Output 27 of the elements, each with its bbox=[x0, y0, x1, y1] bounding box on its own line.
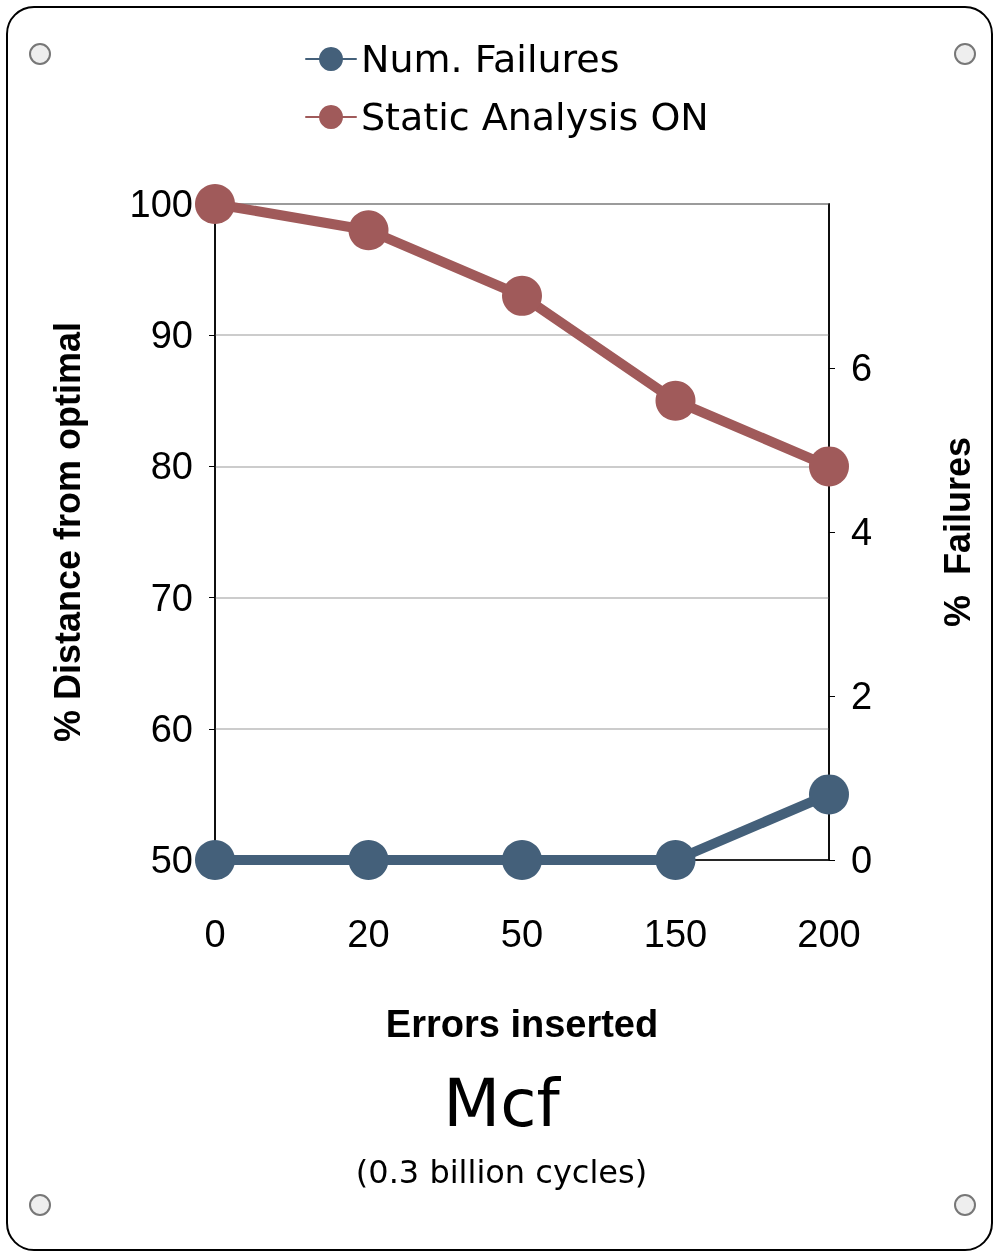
y-axis-title: % Distance from optimal bbox=[46, 321, 88, 743]
point bbox=[809, 446, 849, 487]
point bbox=[502, 275, 542, 316]
legend-label: Num. Failures bbox=[361, 37, 620, 81]
x-tick-label: 150 bbox=[643, 913, 708, 955]
text: Mcf bbox=[443, 1064, 562, 1142]
x-tick-label: 0 bbox=[204, 913, 226, 955]
y-tick-label: 50 bbox=[150, 839, 193, 881]
legend-label: Static Analysis ON bbox=[361, 95, 709, 139]
y2-tick-label: 6 bbox=[851, 347, 873, 389]
y-tick-label: 90 bbox=[150, 314, 193, 357]
x-tick-label: 20 bbox=[347, 913, 390, 955]
x-tick-label: 200 bbox=[797, 913, 861, 955]
point bbox=[348, 210, 389, 251]
text: (0.3 billion cycles) bbox=[355, 1153, 648, 1191]
point bbox=[655, 380, 696, 421]
point bbox=[195, 184, 235, 224]
y2-tick-label: 0 bbox=[851, 839, 873, 881]
y-tick-label: 70 bbox=[150, 576, 193, 619]
y-tick-label: 80 bbox=[150, 445, 193, 488]
y2-tick-label: 4 bbox=[851, 511, 873, 553]
x-tick-label: 50 bbox=[500, 913, 544, 955]
y2-tick-label: 2 bbox=[851, 675, 873, 717]
y-tick-label: 100 bbox=[129, 183, 193, 225]
y2-axis-title: % Failures bbox=[936, 436, 978, 628]
y-tick-label: 60 bbox=[150, 707, 193, 750]
x-axis-title: Errors inserted bbox=[385, 1003, 659, 1045]
